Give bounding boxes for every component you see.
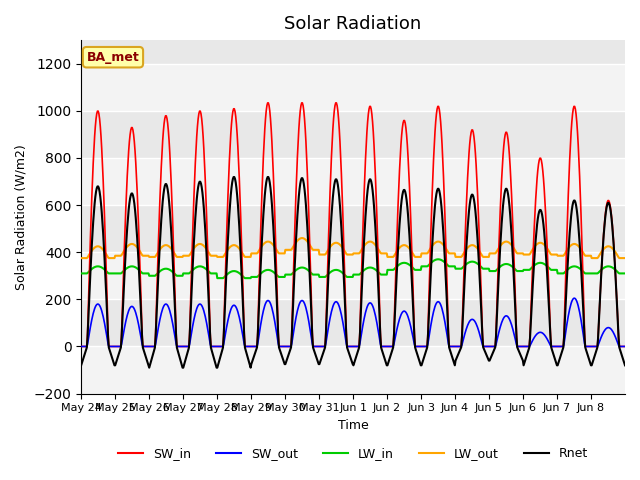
Bar	[81, 158, 625, 205]
LW_in	[434, 256, 442, 262]
Line: Rnet: Rnet	[81, 177, 625, 368]
LW_out	[621, 255, 629, 261]
Line: SW_in: SW_in	[81, 103, 625, 347]
SW_out	[289, 336, 296, 342]
LW_in	[441, 260, 449, 265]
LW_out	[268, 240, 276, 246]
SW_in	[77, 344, 85, 349]
SW_out	[440, 312, 447, 318]
SW_in	[269, 154, 276, 159]
Bar	[81, 64, 625, 111]
Legend: SW_in, SW_out, LW_in, LW_out, Rnet: SW_in, SW_out, LW_in, LW_out, Rnet	[113, 442, 593, 465]
SW_out	[409, 335, 417, 340]
SW_out	[268, 305, 276, 311]
LW_in	[289, 270, 297, 276]
SW_in	[141, 344, 149, 349]
LW_out	[289, 245, 296, 251]
LW_in	[141, 271, 149, 276]
Rnet	[269, 223, 277, 229]
Rnet	[621, 362, 629, 368]
SW_in	[410, 307, 417, 313]
LW_in	[269, 269, 276, 275]
LW_out	[241, 254, 249, 260]
SW_out	[77, 344, 85, 349]
LW_in	[77, 271, 85, 276]
LW_out	[410, 252, 417, 258]
LW_in	[214, 275, 221, 281]
Rnet	[243, 350, 250, 356]
Rnet	[141, 351, 149, 357]
Bar	[81, 252, 625, 300]
LW_out	[141, 253, 149, 259]
SW_in	[621, 344, 629, 349]
Line: LW_in: LW_in	[81, 259, 625, 278]
Line: LW_out: LW_out	[81, 238, 625, 258]
Title: Solar Radiation: Solar Radiation	[284, 15, 422, 33]
SW_in	[289, 280, 297, 286]
LW_in	[242, 275, 250, 281]
Y-axis label: Solar Radiation (W/m2): Solar Radiation (W/m2)	[15, 144, 28, 290]
Rnet	[230, 174, 237, 180]
SW_out	[141, 344, 149, 349]
SW_in	[264, 100, 271, 106]
SW_out	[570, 295, 578, 301]
SW_out	[241, 344, 249, 349]
SW_in	[241, 344, 249, 349]
Line: SW_out: SW_out	[81, 298, 625, 347]
LW_out	[77, 255, 85, 261]
LW_out	[440, 243, 448, 249]
Text: BA_met: BA_met	[86, 51, 140, 64]
LW_in	[621, 271, 629, 276]
Rnet	[77, 362, 85, 368]
LW_in	[410, 266, 417, 272]
X-axis label: Time: Time	[338, 419, 369, 432]
Rnet	[290, 283, 298, 288]
Bar	[81, 347, 625, 394]
LW_out	[298, 235, 305, 241]
Rnet	[179, 365, 186, 371]
SW_in	[440, 192, 448, 198]
Rnet	[441, 257, 449, 263]
SW_out	[621, 344, 629, 349]
Rnet	[411, 335, 419, 340]
